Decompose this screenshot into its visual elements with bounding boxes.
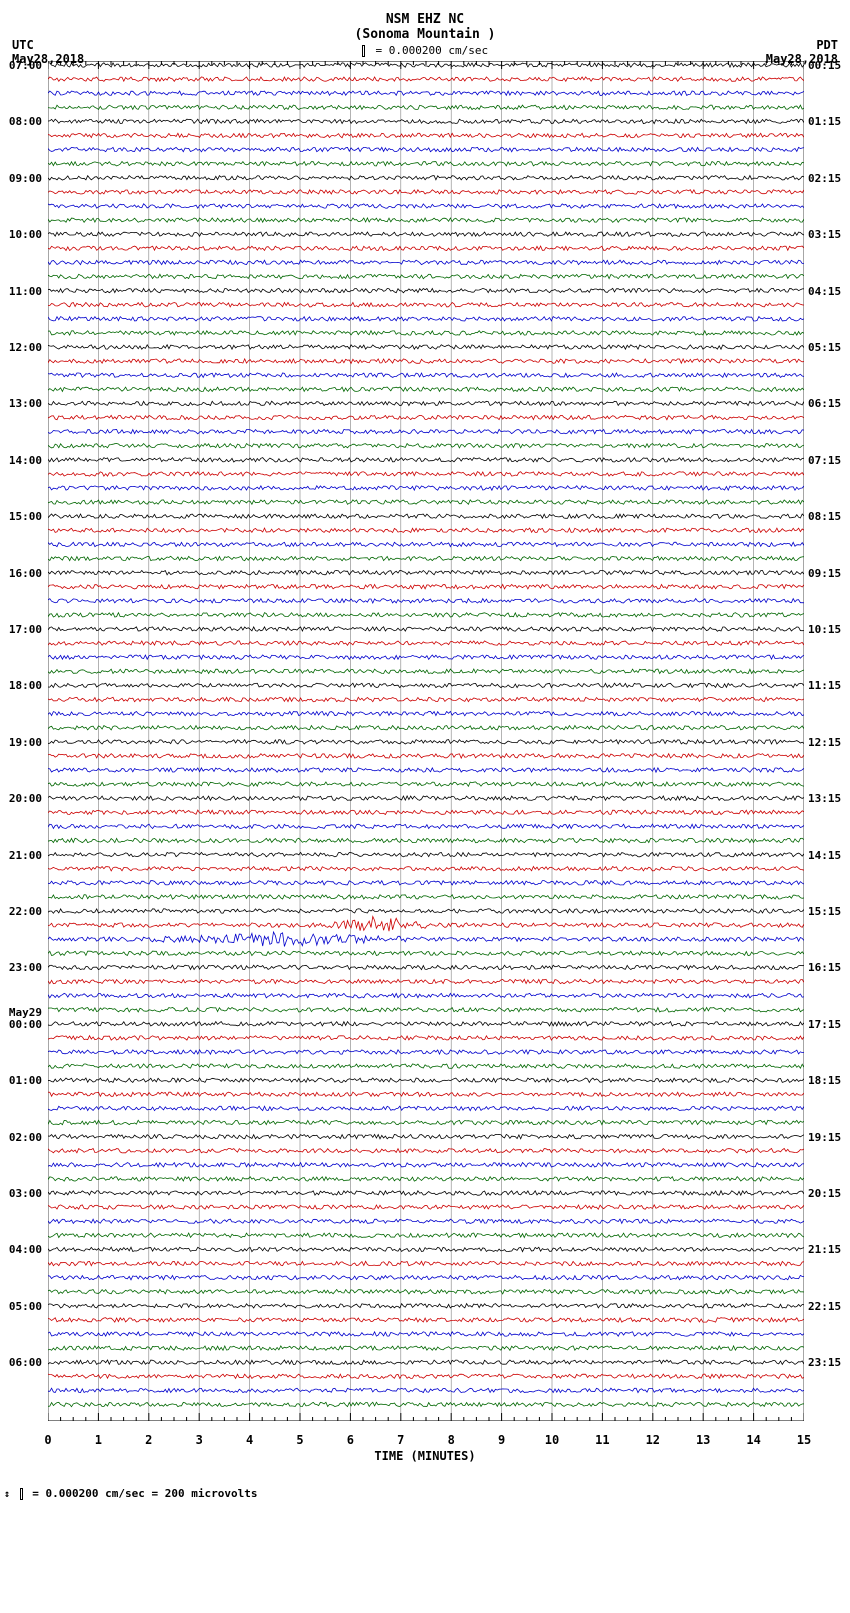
left-time-label: 07:00 xyxy=(9,59,42,72)
x-tick-label: 0 xyxy=(44,1433,51,1447)
x-tick-label: 3 xyxy=(196,1433,203,1447)
right-time-label: 19:15 xyxy=(808,1131,841,1144)
x-tick-label: 11 xyxy=(595,1433,609,1447)
tz-left-label: UTC xyxy=(12,38,84,52)
right-time-label: 04:15 xyxy=(808,285,841,298)
right-time-label: 12:15 xyxy=(808,736,841,749)
midnight-day-label: May29 xyxy=(9,1006,42,1019)
left-time-label: 04:00 xyxy=(9,1243,42,1256)
left-time-label: 23:00 xyxy=(9,961,42,974)
x-tick-label: 2 xyxy=(145,1433,152,1447)
right-time-label: 16:15 xyxy=(808,961,841,974)
right-time-label: 17:15 xyxy=(808,1018,841,1031)
right-time-label: 23:15 xyxy=(808,1356,841,1369)
left-time-label: 13:00 xyxy=(9,397,42,410)
right-time-label: 09:15 xyxy=(808,567,841,580)
x-tick-label: 12 xyxy=(646,1433,660,1447)
footer-text: = 0.000200 cm/sec = 200 microvolts xyxy=(32,1487,257,1500)
right-time-label: 14:15 xyxy=(808,849,841,862)
x-tick-label: 6 xyxy=(347,1433,354,1447)
x-tick-label: 8 xyxy=(448,1433,455,1447)
x-tick-label: 5 xyxy=(296,1433,303,1447)
left-time-label: 20:00 xyxy=(9,792,42,805)
seismogram-svg xyxy=(48,61,804,1421)
scale-text: = 0.000200 cm/sec xyxy=(376,44,489,57)
station-subtitle: (Sonoma Mountain ) xyxy=(0,27,850,42)
x-tick-label: 7 xyxy=(397,1433,404,1447)
right-time-labels: 00:15 01:15 02:15 03:15 04:15 05:15 06:15 07:15… xyxy=(806,61,848,1421)
left-time-label: 02:00 xyxy=(9,1131,42,1144)
footer-scale-bar-icon xyxy=(20,1488,23,1500)
scale-bar-icon xyxy=(362,45,365,57)
left-time-label: 01:00 xyxy=(9,1074,42,1087)
x-tick-label: 9 xyxy=(498,1433,505,1447)
left-time-label: 18:00 xyxy=(9,679,42,692)
left-time-label: 09:00 xyxy=(9,172,42,185)
right-time-label: 13:15 xyxy=(808,792,841,805)
left-time-label: 08:00 xyxy=(9,115,42,128)
station-title: NSM EHZ NC xyxy=(0,12,850,27)
left-time-label: 11:00 xyxy=(9,285,42,298)
right-time-label: 01:15 xyxy=(808,115,841,128)
left-time-label: 17:00 xyxy=(9,623,42,636)
right-time-label: 00:15 xyxy=(808,59,841,72)
right-time-label: 06:15 xyxy=(808,397,841,410)
x-tick-label: 10 xyxy=(545,1433,559,1447)
left-time-label: 10:00 xyxy=(9,228,42,241)
left-time-labels: 07:00 08:00 09:00 10:00 11:00 12:00 13:00 14:00… xyxy=(4,61,44,1421)
left-time-label: 15:00 xyxy=(9,510,42,523)
footer-scale-icon: ↕ xyxy=(4,1489,10,1500)
tz-right-label: PDT xyxy=(766,38,838,52)
left-time-label: 21:00 xyxy=(9,849,42,862)
right-time-label: 07:15 xyxy=(808,454,841,467)
right-time-label: 22:15 xyxy=(808,1300,841,1313)
x-tick-label: 4 xyxy=(246,1433,253,1447)
left-time-label: 19:00 xyxy=(9,736,42,749)
left-time-label: 00:00 xyxy=(9,1018,42,1031)
right-time-label: 15:15 xyxy=(808,905,841,918)
left-time-label: 05:00 xyxy=(9,1300,42,1313)
left-time-label: 06:00 xyxy=(9,1356,42,1369)
x-tick-label: 15 xyxy=(797,1433,811,1447)
x-tick-label: 13 xyxy=(696,1433,710,1447)
left-time-label: 03:00 xyxy=(9,1187,42,1200)
right-time-label: 20:15 xyxy=(808,1187,841,1200)
left-time-label: 16:00 xyxy=(9,567,42,580)
right-time-label: 18:15 xyxy=(808,1074,841,1087)
x-axis: 0123456789101112131415 xyxy=(48,1421,804,1451)
right-time-label: 10:15 xyxy=(808,623,841,636)
x-tick-label: 1 xyxy=(95,1433,102,1447)
right-time-label: 08:15 xyxy=(808,510,841,523)
x-axis-title: TIME (MINUTES) xyxy=(0,1449,850,1463)
right-time-label: 21:15 xyxy=(808,1243,841,1256)
left-time-label: 14:00 xyxy=(9,454,42,467)
left-time-label: 22:00 xyxy=(9,905,42,918)
x-tick-label: 14 xyxy=(746,1433,760,1447)
right-time-label: 03:15 xyxy=(808,228,841,241)
right-time-label: 11:15 xyxy=(808,679,841,692)
scale-line: = 0.000200 cm/sec xyxy=(0,44,850,57)
right-time-label: 05:15 xyxy=(808,341,841,354)
left-time-label: 12:00 xyxy=(9,341,42,354)
right-time-label: 02:15 xyxy=(808,172,841,185)
footer-line: ↕ = 0.000200 cm/sec = 200 microvolts xyxy=(4,1487,850,1500)
plot-area: 07:0008:0009:0010:0011:0012:0013:0014:00… xyxy=(48,61,804,1421)
